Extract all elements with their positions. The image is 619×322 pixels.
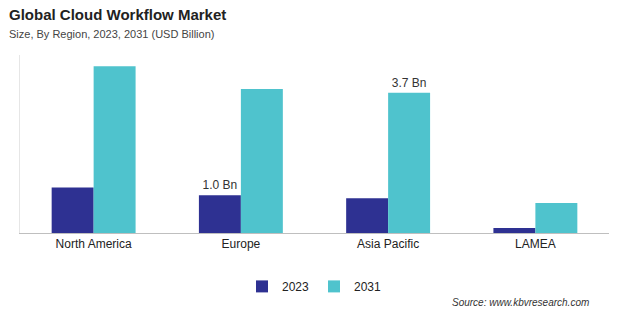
svg-text:LAMEA: LAMEA bbox=[515, 237, 556, 251]
svg-text:2031: 2031 bbox=[354, 280, 381, 294]
svg-text:Europe: Europe bbox=[222, 237, 261, 251]
svg-text:North America: North America bbox=[56, 237, 132, 251]
svg-text:Source: www.kbvresearch.com: Source: www.kbvresearch.com bbox=[452, 297, 589, 308]
svg-text:Global Cloud Workflow Market: Global Cloud Workflow Market bbox=[9, 6, 226, 23]
svg-text:Size, By Region, 2023, 2031 (U: Size, By Region, 2023, 2031 (USD Billion… bbox=[9, 28, 214, 40]
svg-text:1.0 Bn: 1.0 Bn bbox=[203, 178, 238, 192]
svg-text:2023: 2023 bbox=[282, 280, 309, 294]
svg-text:Asia Pacific: Asia Pacific bbox=[357, 237, 419, 251]
svg-text:3.7 Bn: 3.7 Bn bbox=[392, 76, 427, 90]
